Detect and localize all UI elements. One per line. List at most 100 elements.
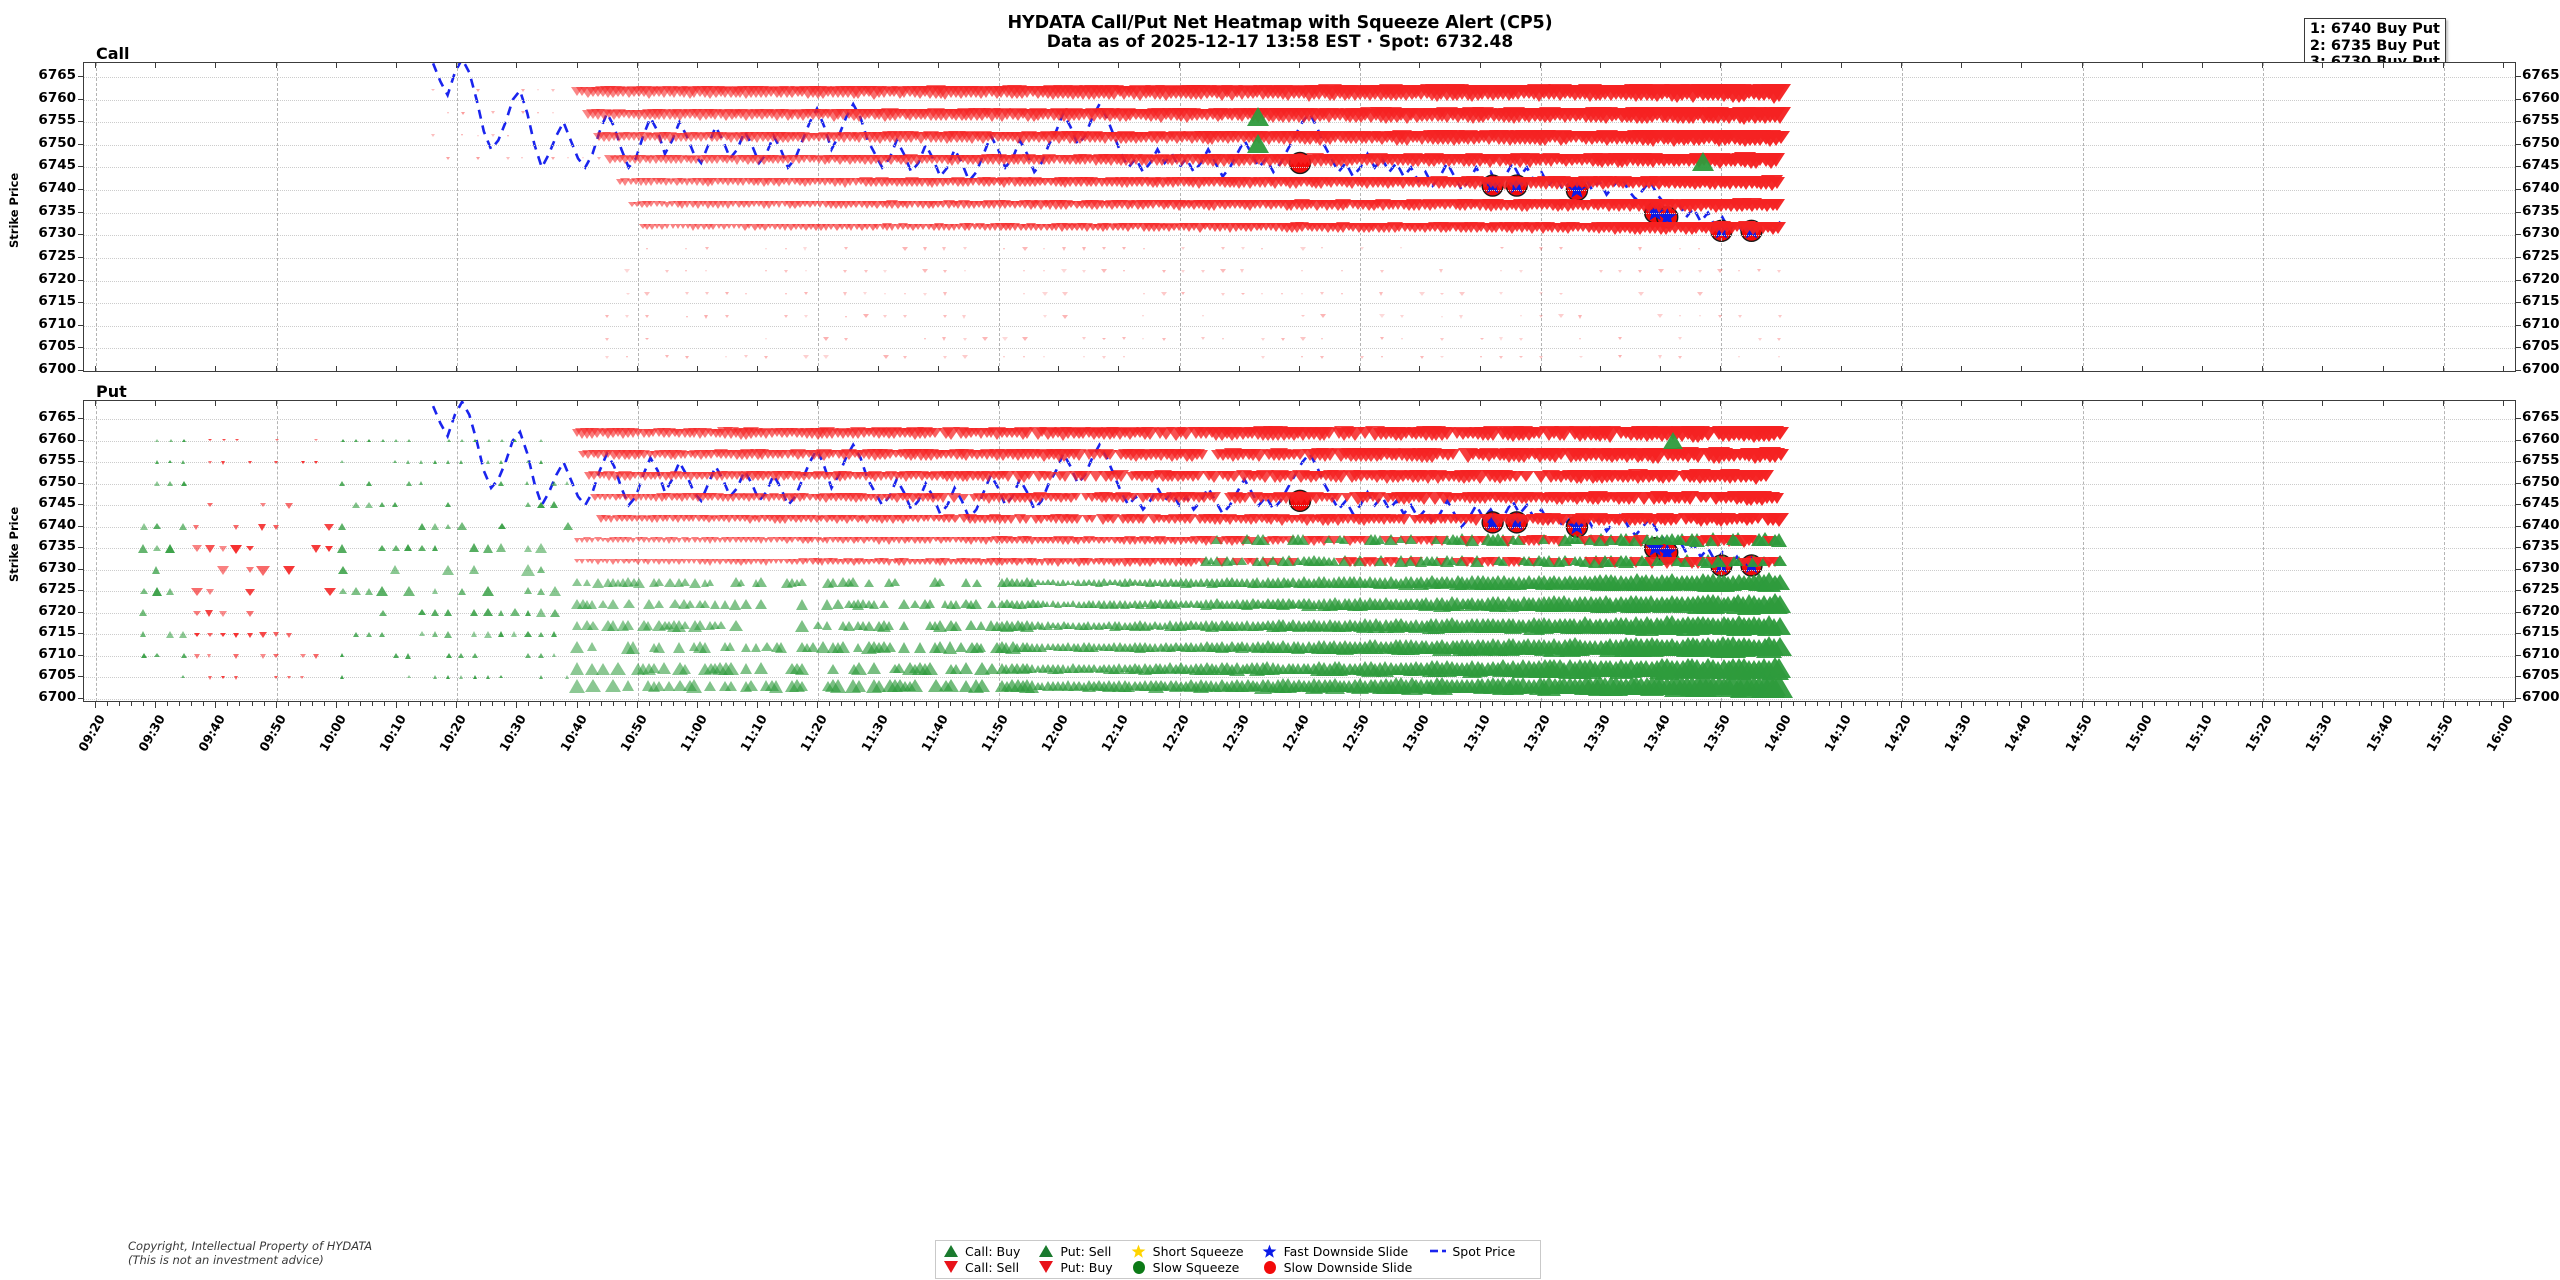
y-tick-label-right-call-6750: 6750 <box>2522 134 2560 151</box>
y-tick-label-call-6735: 6735 <box>38 202 76 219</box>
y-tick-label-right-call-6710: 6710 <box>2522 315 2560 332</box>
y-tick-label-put-6755: 6755 <box>38 452 76 469</box>
y-tick-mark-right-put-6710 <box>2516 654 2521 656</box>
call-panel-label: Call <box>96 44 130 63</box>
x-tick-label-0940: 09:40 <box>195 712 229 754</box>
x-tick-minor <box>203 702 205 706</box>
y-tick-label-right-put-6740: 6740 <box>2522 516 2560 533</box>
y-tick-label-right-put-6730: 6730 <box>2522 559 2560 576</box>
y-tick-label-call-6740: 6740 <box>38 180 76 197</box>
y-tick-mark-call-6705 <box>78 347 83 349</box>
y-tick-mark-put-6745 <box>78 504 83 506</box>
y-tick-label-call-6750: 6750 <box>38 134 76 151</box>
y-tick-label-put-6705: 6705 <box>38 667 76 684</box>
call-panel <box>83 62 2516 372</box>
vertical-gridline <box>1721 401 1723 701</box>
vertical-gridline <box>1540 401 1542 701</box>
y-tick-label-put-6765: 6765 <box>38 409 76 425</box>
horizontal-gridline <box>84 569 2515 571</box>
y-tick-mark-put-6740 <box>78 525 83 527</box>
y-tick-label-right-call-6715: 6715 <box>2522 293 2560 310</box>
y-tick-mark-right-put-6720 <box>2516 611 2521 613</box>
vertical-gridline <box>457 63 459 371</box>
chart-subtitle: Data as of 2025-12-17 13:58 EST · Spot: … <box>1046 32 1514 52</box>
horizontal-gridline <box>84 144 2515 146</box>
horizontal-gridline <box>84 348 2515 350</box>
y-tick-mark-right-put-6730 <box>2516 568 2521 570</box>
y-tick-mark-right-call-6705 <box>2516 347 2521 349</box>
x-tick-minor <box>191 702 193 706</box>
alert-row-2: 2: 6735 Buy Put <box>2309 37 2440 54</box>
y-tick-mark-right-call-6725 <box>2516 256 2521 258</box>
y-tick-mark-right-call-6720 <box>2516 279 2521 281</box>
y-tick-mark-right-put-6750 <box>2516 482 2521 484</box>
y-tick-label-put-6750: 6750 <box>38 473 76 490</box>
y-tick-label-put-6720: 6720 <box>38 602 76 619</box>
y-tick-label-put-6700: 6700 <box>38 689 76 705</box>
vertical-gridline <box>999 63 1000 371</box>
y-tick-mark-call-6760 <box>78 98 83 100</box>
put-panel-label: Put <box>96 382 127 401</box>
horizontal-gridline <box>84 591 2515 593</box>
x-tick-minor <box>167 702 169 706</box>
y-tick-mark-put-6705 <box>78 676 83 678</box>
vertical-gridline <box>1179 401 1181 701</box>
fast-downside-slide-marker <box>1646 538 1665 556</box>
vertical-gridline <box>1721 63 1723 371</box>
horizontal-gridline <box>84 612 2515 614</box>
y-tick-label-right-call-6705: 6705 <box>2522 338 2560 355</box>
y-tick-mark-put-6725 <box>78 590 83 592</box>
vertical-gridline <box>96 401 97 701</box>
y-tick-mark-right-put-6745 <box>2516 504 2521 506</box>
y-tick-label-right-call-6735: 6735 <box>2522 202 2560 219</box>
chart-title-block: HYDATA Call/Put Net Heatmap with Squeeze… <box>0 14 2560 52</box>
vertical-gridline <box>818 401 820 701</box>
y-tick-mark-call-6730 <box>78 234 83 236</box>
y-tick-label-call-6755: 6755 <box>38 112 76 129</box>
y-tick-label-call-6715: 6715 <box>38 293 76 310</box>
y-tick-mark-put-6760 <box>78 439 83 441</box>
vertical-gridline <box>2263 401 2265 701</box>
chart-title: HYDATA Call/Put Net Heatmap with Squeeze… <box>1007 13 1553 33</box>
y-tick-mark-put-6735 <box>78 547 83 549</box>
vertical-gridline <box>96 63 97 371</box>
x-tick-label-0930: 09:30 <box>135 712 169 754</box>
y-tick-label-right-call-6720: 6720 <box>2522 270 2560 287</box>
y-tick-mark-call-6750 <box>78 143 83 145</box>
y-tick-label-call-6710: 6710 <box>38 315 76 332</box>
y-tick-label-call-6700: 6700 <box>38 361 76 377</box>
y-tick-mark-right-call-6710 <box>2516 324 2521 326</box>
y-tick-mark-right-put-6755 <box>2516 461 2521 463</box>
y-tick-label-call-6705: 6705 <box>38 338 76 355</box>
y-tick-label-put-6760: 6760 <box>38 430 76 447</box>
vertical-gridline <box>2263 63 2265 371</box>
y-tick-label-put-6725: 6725 <box>38 581 76 598</box>
horizontal-gridline <box>84 505 2515 507</box>
y-tick-mark-put-6710 <box>78 654 83 656</box>
horizontal-gridline <box>84 212 2515 214</box>
y-tick-label-call-6725: 6725 <box>38 247 76 264</box>
slow-downside-slide-marker <box>1288 151 1312 175</box>
y-tick-mark-right-put-6735 <box>2516 547 2521 549</box>
y-tick-label-right-put-6735: 6735 <box>2522 538 2560 555</box>
y-tick-label-right-put-6760: 6760 <box>2522 430 2560 447</box>
x-tick-mark-0940 <box>215 702 217 708</box>
y-tick-label-put-6730: 6730 <box>38 559 76 576</box>
vertical-gridline <box>999 401 1000 701</box>
y-tick-mark-right-call-6700 <box>2516 370 2521 371</box>
y-tick-label-call-6720: 6720 <box>38 270 76 287</box>
horizontal-gridline <box>84 483 2515 485</box>
x-tick-minor <box>227 702 229 706</box>
x-tick-mark-0930 <box>155 702 157 708</box>
horizontal-gridline <box>84 280 2515 282</box>
y-tick-label-right-call-6740: 6740 <box>2522 180 2560 197</box>
y-tick-mark-right-put-6765 <box>2516 418 2521 419</box>
x-tick-minor <box>131 702 133 706</box>
horizontal-gridline <box>84 190 2515 192</box>
y-tick-mark-right-put-6700 <box>2516 698 2521 699</box>
y-tick-mark-call-6745 <box>78 166 83 168</box>
alert-row-1: 1: 6740 Buy Put <box>2309 21 2440 37</box>
vertical-gridline <box>637 401 639 701</box>
vertical-gridline <box>2082 63 2084 371</box>
